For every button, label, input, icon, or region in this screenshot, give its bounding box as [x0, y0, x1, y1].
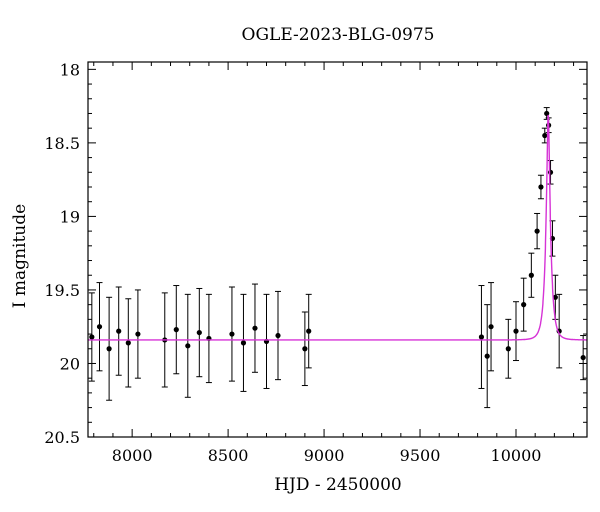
x-tick-label: 9500 [400, 446, 441, 465]
y-axis-label: I magnitude [10, 204, 30, 308]
data-point [173, 327, 179, 333]
data-point [544, 110, 550, 117]
data-point [135, 331, 141, 337]
axis-ticks [88, 62, 587, 438]
data-point [547, 169, 554, 175]
data-point [528, 272, 534, 278]
x-tick-label: 9000 [304, 446, 345, 465]
data-point [89, 334, 95, 340]
data-point [505, 346, 511, 352]
data-point [306, 328, 312, 334]
data-point [106, 346, 112, 352]
data-point [542, 132, 548, 139]
data-points-layer [88, 107, 587, 409]
data-point [552, 294, 558, 300]
data-point [513, 328, 519, 334]
model-curve [88, 114, 587, 341]
data-point [538, 184, 544, 190]
data-point [534, 228, 540, 234]
data-point [488, 324, 494, 330]
data-point [521, 302, 527, 308]
axis-tick-labels: 8000 8500 9000 9500 10000 18 18.5 19 19.5 20 20.5 [44, 60, 541, 465]
y-tick-label: 20.5 [44, 428, 80, 447]
x-tick-label: 8500 [208, 446, 249, 465]
data-point [116, 328, 122, 334]
y-tick-label: 19 [60, 207, 80, 226]
x-tick-label: 8000 [112, 446, 153, 465]
chart-title: OGLE-2023-BLG-0975 [242, 25, 435, 45]
data-point [275, 332, 281, 339]
plot-frame [87, 61, 588, 438]
data-point [302, 346, 308, 352]
x-axis-label: HJD - 2450000 [274, 475, 402, 495]
data-point [240, 340, 247, 346]
data-point [125, 340, 131, 346]
data-point [252, 325, 258, 331]
y-tick-label: 18 [60, 60, 80, 79]
data-point [580, 354, 586, 361]
data-point [478, 334, 485, 340]
y-tick-label: 19.5 [44, 281, 80, 300]
y-tick-label: 20 [60, 354, 80, 373]
data-point [229, 331, 235, 337]
data-point [96, 324, 103, 330]
data-point [484, 353, 490, 359]
y-tick-label: 18.5 [44, 134, 80, 153]
x-tick-label: 10000 [491, 446, 542, 465]
data-point [185, 343, 191, 349]
data-point [196, 329, 202, 336]
